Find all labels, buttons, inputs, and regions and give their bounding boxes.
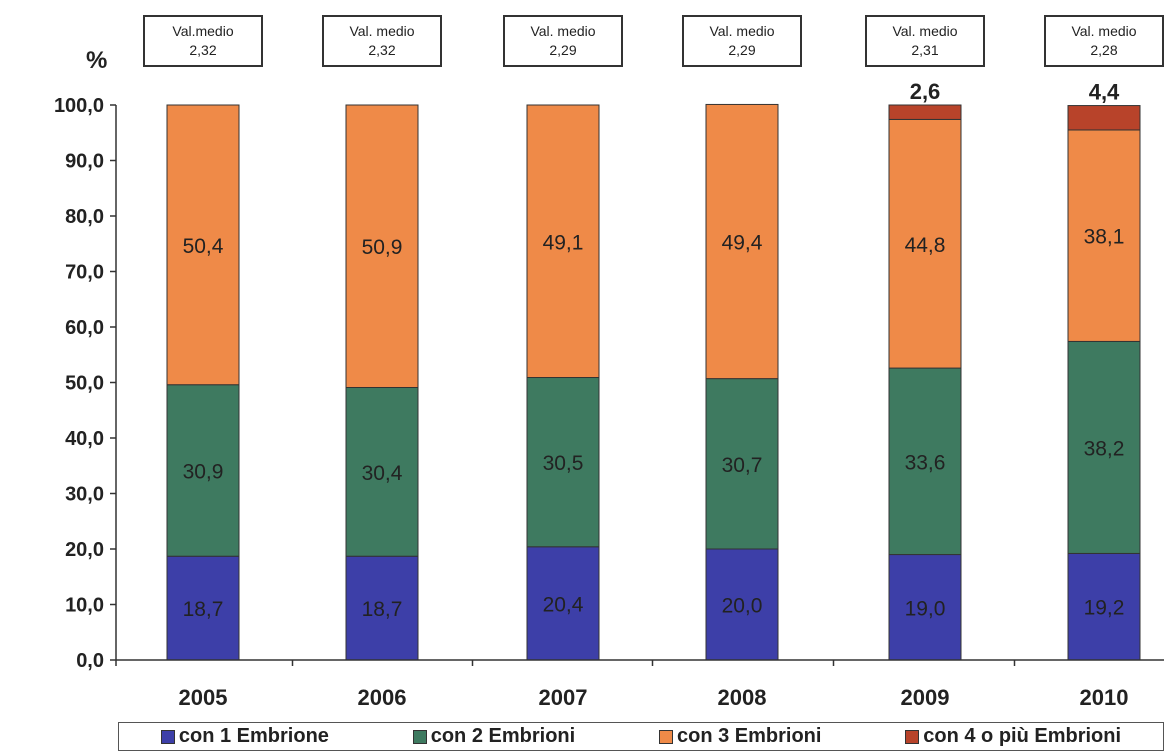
legend-item: con 2 Embrioni [412, 725, 576, 748]
average-value-number: 2,28 [1090, 42, 1118, 58]
x-tick-label: 2009 [901, 685, 950, 710]
average-value-number: 2,29 [728, 42, 756, 58]
average-value-box: Val.medio 2,32 [143, 15, 263, 67]
bar-segment-2005-series-1 [166, 555, 240, 661]
data-label: 20,4 [543, 593, 584, 616]
average-value-number: 2,29 [549, 42, 577, 58]
bar-segment-2010-series-4 [1067, 105, 1141, 131]
legend-label: con 2 Embrioni [430, 725, 576, 747]
average-value-title: Val. medio [709, 23, 775, 39]
average-value-number: 2,31 [911, 42, 939, 58]
average-value-title: Val. medio [349, 23, 415, 39]
y-tick-label: 80,0 [65, 206, 104, 228]
legend-swatch [412, 729, 427, 744]
y-axis-unit-label: % [86, 47, 107, 74]
average-value-title: Val. medio [1071, 23, 1137, 39]
average-value-box: Val. medio 2,29 [503, 15, 623, 67]
data-label: 38,2 [1084, 437, 1125, 460]
bar-segment-2009-series-4 [888, 104, 962, 120]
y-tick-label: 100,0 [54, 95, 104, 117]
y-axis: 0,0 10,0 20,0 30,0 40,0 50,0 60,0 70,0 80,0 90,0 1… [54, 95, 117, 672]
bar-segment-2009-series-3 [888, 118, 962, 369]
bar-segment-2008-series-2 [705, 378, 779, 550]
data-label: 19,0 [905, 597, 946, 620]
data-label: 18,7 [183, 598, 224, 621]
bar-segment-2010-series-3 [1067, 129, 1141, 342]
y-tick-label: 90,0 [65, 151, 104, 173]
x-tick-label: 2010 [1080, 685, 1129, 710]
legend-label: con 4 o più Embrioni [923, 725, 1122, 747]
x-tick-label: 2005 [179, 685, 228, 710]
bar-segment-2009-series-2 [888, 367, 962, 556]
bars-group: 18,7 30,9 50,4 18,7 30,4 50,9 20,4 30,5 49,1 20,0… [166, 79, 1141, 661]
y-tick-label: 70,0 [65, 262, 104, 284]
data-label: 4,4 [1089, 80, 1120, 105]
bar-segment-2005-series-2 [166, 384, 240, 557]
data-label: 49,4 [722, 232, 763, 255]
bar-segment-2007-series-3 [526, 104, 600, 379]
legend-label: con 3 Embrioni [676, 725, 822, 747]
average-value-number: 2,32 [368, 42, 396, 58]
data-label: 50,4 [183, 235, 224, 258]
legend-item: con 4 o più Embrioni [905, 725, 1121, 748]
bar-segment-2010-series-2 [1067, 340, 1141, 554]
bar-segment-2008-series-1 [705, 548, 779, 661]
legend-item: con 3 Embrioni [658, 725, 822, 748]
average-value-box: Val. medio 2,31 [865, 15, 985, 67]
data-label: 19,2 [1084, 597, 1125, 620]
y-tick-label: 40,0 [65, 428, 104, 450]
average-value-title: Val.medio [172, 23, 234, 39]
average-value-title: Val. medio [892, 23, 958, 39]
data-label: 49,1 [543, 231, 584, 254]
data-label: 33,6 [905, 451, 946, 474]
average-value-title: Val. medio [530, 23, 596, 39]
data-label: 2,6 [910, 79, 941, 104]
x-tick-label: 2006 [358, 685, 407, 710]
average-value-box: Val. medio 2,32 [322, 15, 442, 67]
legend-swatch [160, 729, 175, 744]
y-tick-label: 20,0 [65, 539, 104, 561]
y-tick-label: 60,0 [65, 317, 104, 339]
y-tick-label: 10,0 [65, 595, 104, 617]
y-tick-label: 30,0 [65, 484, 104, 506]
legend-swatch [905, 729, 920, 744]
bar-segment-2007-series-2 [526, 377, 600, 548]
y-tick-label: 0,0 [76, 650, 104, 672]
data-label: 18,7 [362, 598, 403, 621]
data-label: 20,0 [722, 595, 763, 618]
bar-segment-2006-series-2 [345, 386, 419, 557]
legend-item: con 1 Embrione [160, 725, 329, 748]
average-value-number: 2,32 [189, 42, 217, 58]
data-label: 30,4 [362, 462, 403, 485]
data-label: 30,7 [722, 454, 763, 477]
data-label: 38,1 [1084, 226, 1125, 249]
legend-label: con 1 Embrione [178, 725, 329, 747]
x-tick-label: 2007 [539, 685, 588, 710]
legend: con 1 Embrione con 2 Embrioni con 3 Embrio… [118, 722, 1164, 751]
data-label: 30,9 [183, 460, 224, 483]
bar-segment-2005-series-3 [166, 104, 240, 386]
data-label: 50,9 [362, 236, 403, 259]
stacked-bar-chart: % 0,0 10,0 20,0 30,0 40,0 50,0 60,0 70,0 80,0 90,… [54, 47, 1164, 710]
data-label: 44,8 [905, 234, 946, 257]
average-value-box: Val. medio 2,29 [682, 15, 802, 67]
bar-segment-2008-series-3 [705, 103, 779, 380]
data-label: 30,5 [543, 452, 584, 475]
x-axis: 2005 2006 2007 2008 2009 2010 [115, 659, 1164, 710]
bar-segment-2010-series-1 [1067, 552, 1141, 661]
bar-segment-2006-series-3 [345, 104, 419, 388]
legend-swatch [658, 729, 673, 744]
bar-segment-2007-series-1 [526, 546, 600, 661]
x-tick-label: 2008 [718, 685, 767, 710]
average-value-box: Val. medio 2,28 [1044, 15, 1164, 67]
y-tick-label: 50,0 [65, 373, 104, 395]
